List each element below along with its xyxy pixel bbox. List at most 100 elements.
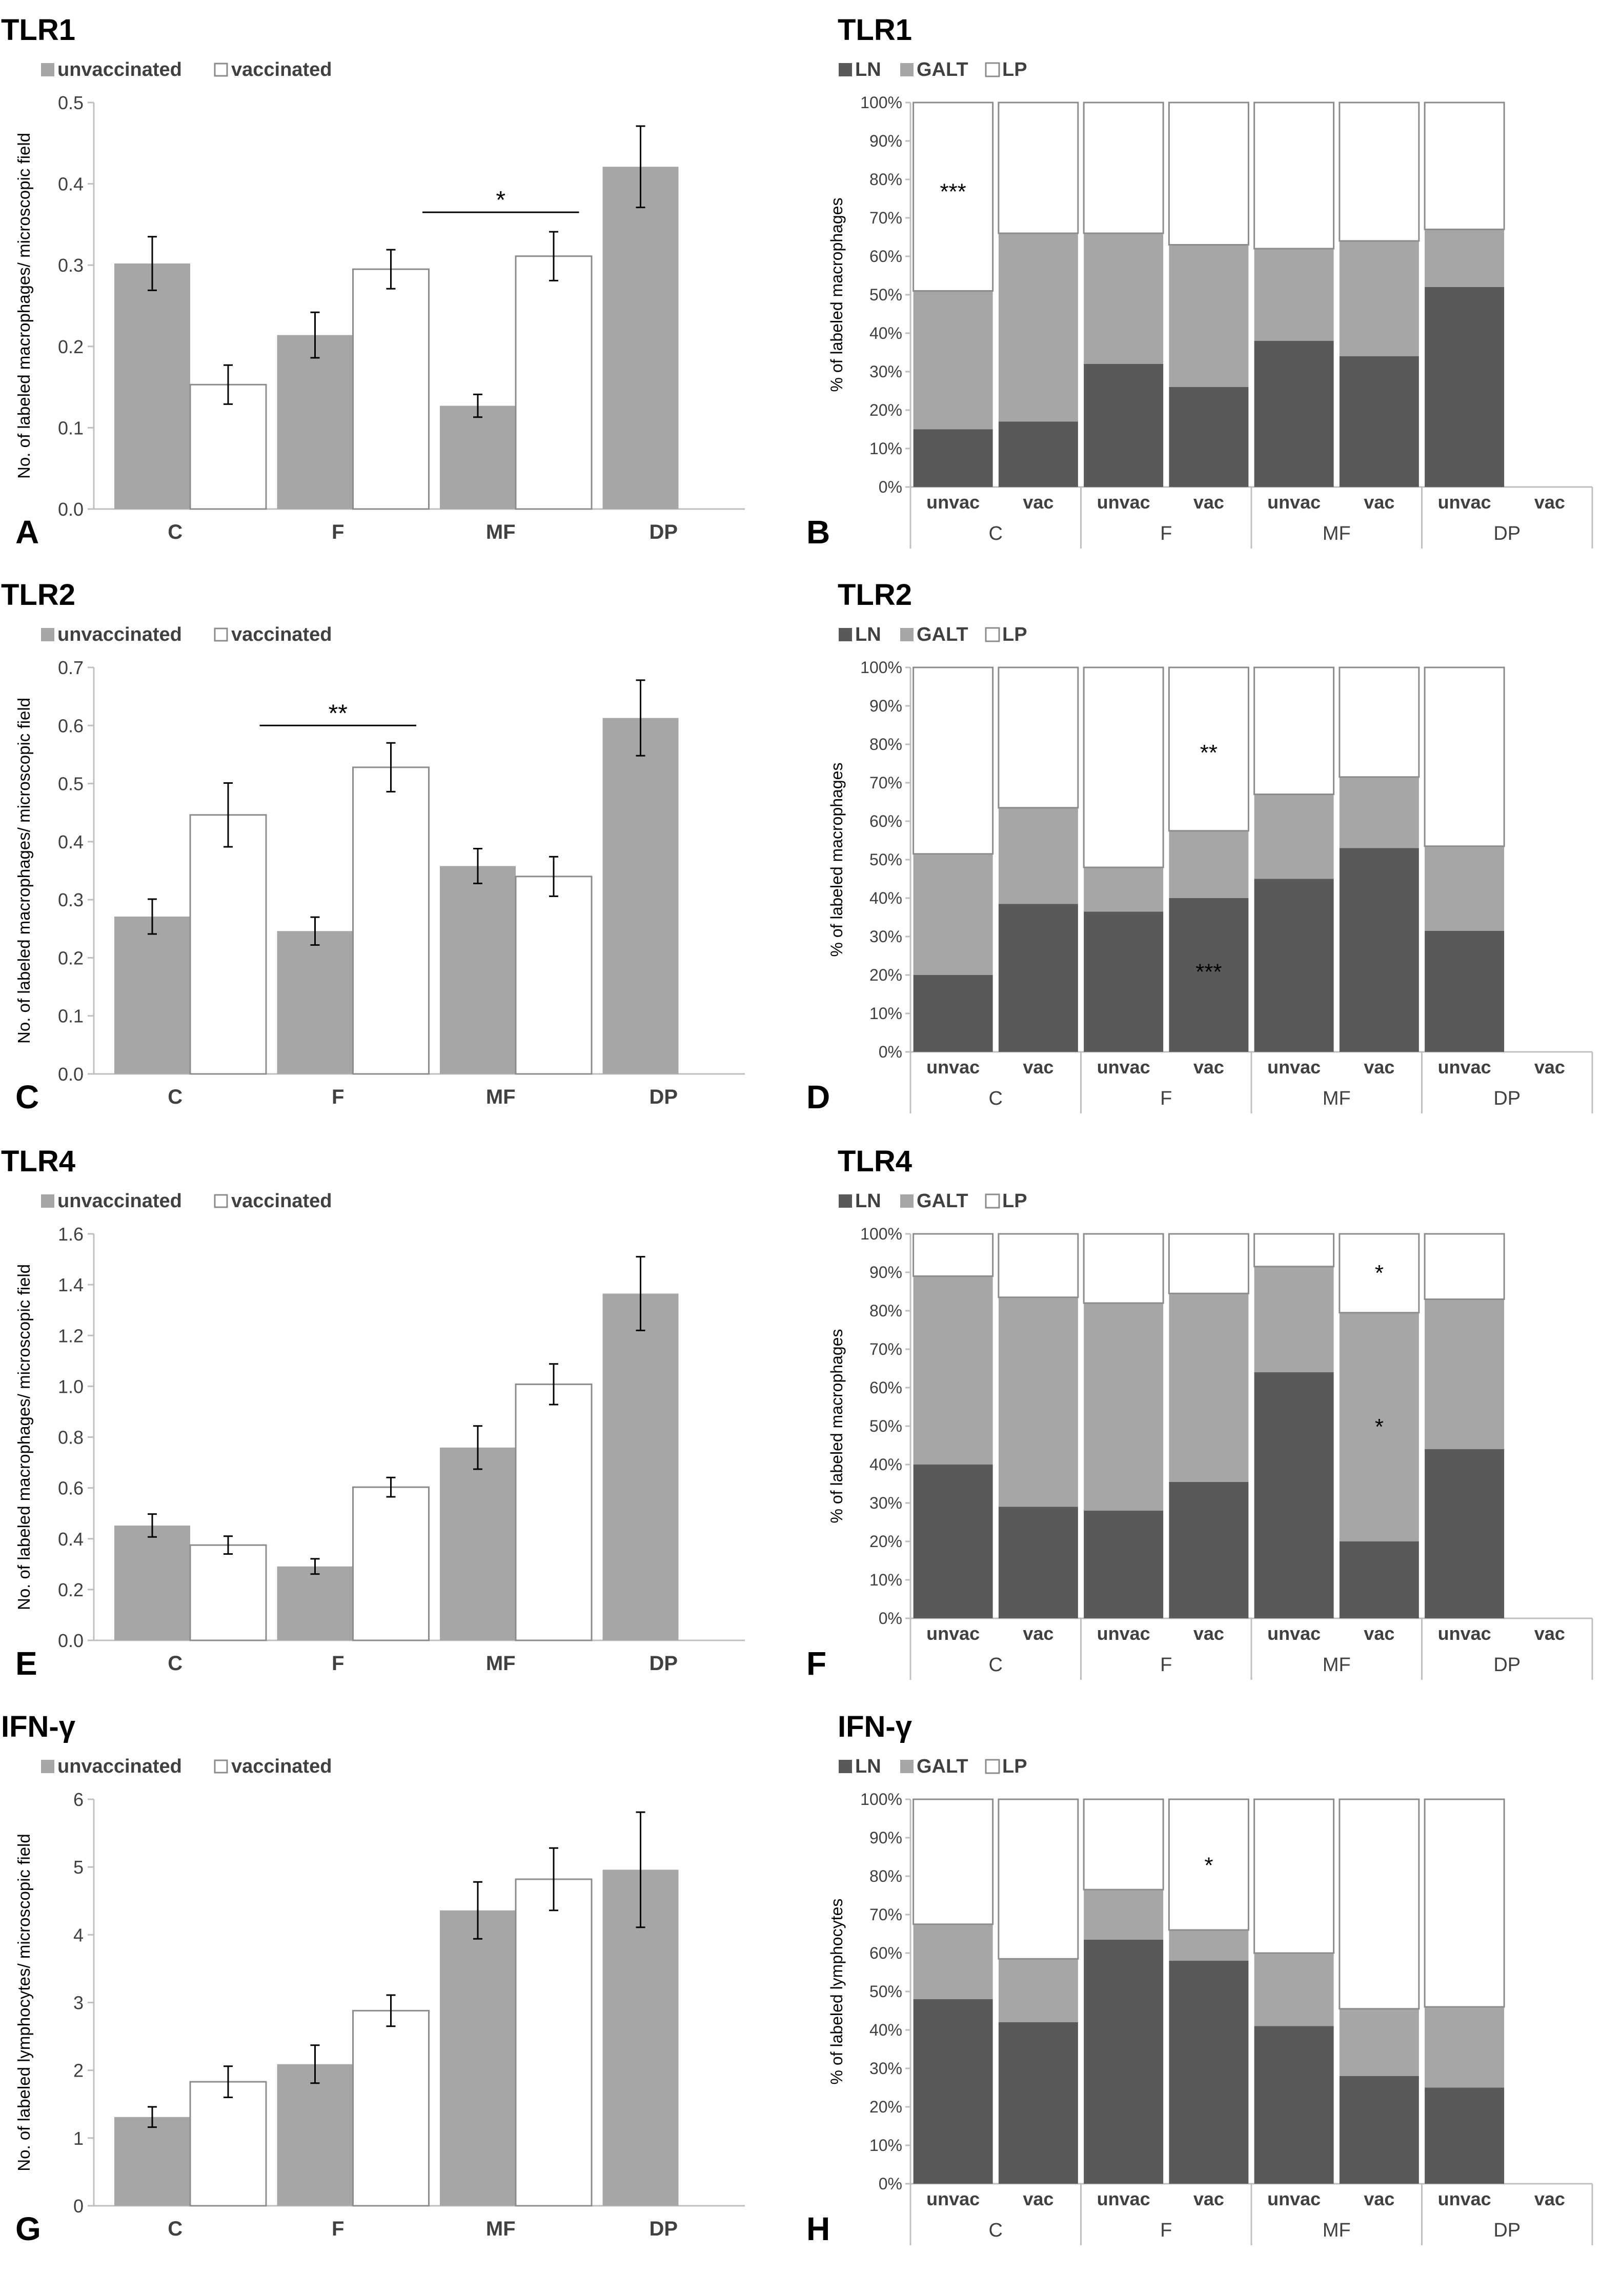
stack-ln-4	[1169, 1961, 1249, 2184]
x-group-label: MF	[1323, 1088, 1351, 1109]
y-tick-label: 0.4	[58, 174, 84, 195]
legend-swatch-vaccinated	[214, 1759, 228, 1774]
stack-ln-4	[1169, 1481, 1249, 1618]
x-tick-label: C	[168, 1652, 183, 1675]
y-tick-label: 90%	[869, 1263, 902, 1282]
x-subcategory-label: unvac	[1267, 1056, 1321, 1078]
chart-title: TLR2	[1, 578, 75, 612]
y-tick-label: 30%	[869, 362, 902, 381]
stack-galt-1	[913, 854, 993, 975]
y-tick-label: 6	[73, 1789, 84, 1810]
y-axis-label: No. of labeled lymphocytes/ microscopic …	[14, 1834, 33, 2171]
bar-unvaccinated-mf	[440, 405, 516, 509]
bar-unvaccinated-mf	[440, 1910, 516, 2206]
stack-galt-6	[1339, 241, 1419, 356]
bar-unvaccinated-f	[277, 1566, 353, 1640]
y-tick-label: 0.3	[58, 255, 84, 276]
legend-swatch-vaccinated	[214, 63, 228, 77]
y-tick-label: 0.4	[58, 1529, 84, 1550]
y-tick-label: 0.5	[58, 92, 84, 113]
x-subcategory-label: unvac	[1438, 1056, 1491, 1078]
x-subcategory-label: vac	[1193, 1623, 1224, 1644]
stack-lp-7	[1424, 666, 1505, 847]
stack-ln-7	[1425, 930, 1505, 1052]
stack-ln-1	[913, 1999, 993, 2184]
x-group-label: F	[1160, 1654, 1172, 1676]
bar-vaccinated-mf	[515, 255, 593, 510]
legend-label-galt: GALT	[917, 1190, 968, 1212]
x-group-label: F	[1160, 523, 1172, 544]
y-tick-label: 70%	[869, 209, 902, 227]
chart-title: IFN-γ	[838, 1710, 913, 1743]
stack-lp-7	[1424, 1233, 1505, 1300]
x-subcategory-label: unvac	[1438, 2188, 1491, 2209]
stack-lp-5	[1253, 1233, 1335, 1268]
x-group-label: DP	[1493, 2220, 1520, 2241]
legend-swatch-unvaccinated	[41, 628, 54, 641]
x-subcategory-label: unvac	[926, 2188, 980, 2209]
bar-vaccinated-f	[352, 268, 430, 510]
y-tick-label: 0.7	[58, 657, 84, 678]
y-tick-label: 20%	[869, 1532, 902, 1551]
stack-galt-6	[1339, 777, 1419, 848]
stack-ln-5	[1254, 2026, 1334, 2184]
stack-lp-4	[1168, 1798, 1249, 1931]
y-axis-label: % of labeled macrophages	[827, 1329, 846, 1523]
y-tick-label: 0.3	[58, 889, 84, 910]
x-tick-label: MF	[486, 1652, 516, 1675]
y-tick-label: 70%	[869, 774, 902, 792]
stack-galt-5	[1254, 249, 1334, 341]
x-subcategory-label: vac	[1023, 1623, 1053, 1644]
legend-label-galt: GALT	[917, 1756, 968, 1777]
x-subcategory-label: unvac	[1097, 1623, 1150, 1644]
bar-unvaccinated-f	[277, 931, 353, 1074]
stack-ln-4	[1169, 898, 1249, 1052]
y-tick-label: 0	[73, 2196, 84, 2217]
stack-lp-6	[1339, 1233, 1420, 1314]
significance-marker: *	[496, 187, 505, 214]
y-tick-label: 1.6	[58, 1224, 84, 1245]
x-group-label: MF	[1323, 1654, 1351, 1676]
y-tick-label: 0.5	[58, 774, 84, 795]
bar-vaccinated-f	[352, 1486, 430, 1641]
stack-lp-2	[998, 1798, 1079, 1960]
panel-letter: A	[15, 514, 39, 551]
y-tick-label: 60%	[869, 812, 902, 830]
bar-vaccinated-f	[352, 766, 430, 1075]
y-tick-label: 10%	[869, 2136, 902, 2155]
stack-galt-2	[998, 807, 1078, 904]
stack-ln-3	[1084, 1939, 1164, 2184]
legend-swatch-ln	[839, 628, 852, 641]
x-group-label: F	[1160, 1088, 1172, 1109]
legend-label-unvaccinated: unvaccinated	[57, 1190, 182, 1212]
bar-unvaccinated-dp	[602, 167, 679, 509]
stack-galt-5	[1254, 1953, 1334, 2026]
stack-ln-2	[998, 421, 1078, 487]
y-tick-label: 50%	[869, 286, 902, 304]
stack-lp-2	[998, 101, 1079, 234]
y-tick-label: 70%	[869, 1905, 902, 1924]
x-subcategory-label: unvac	[1267, 492, 1321, 513]
legend-label-lp: LP	[1002, 59, 1027, 80]
significance-marker: ***	[940, 179, 966, 205]
y-tick-label: 40%	[869, 889, 902, 907]
y-tick-label: 0.6	[58, 1478, 84, 1499]
bar-vaccinated-c	[189, 814, 267, 1075]
stack-lp-4	[1168, 101, 1249, 246]
stack-galt-2	[998, 1959, 1078, 2022]
y-tick-label: 50%	[869, 1417, 902, 1435]
stack-lp-1	[913, 1233, 994, 1277]
bar-vaccinated-mf	[515, 1383, 593, 1641]
panel-b: TLR1 LN GALT LP 0% 10% 20% 30% 40% 50% 60% 70% 80% 90…	[806, 13, 1593, 551]
legend-label-ln: LN	[855, 1190, 881, 1212]
legend-label-vaccinated: vaccinated	[231, 1756, 332, 1777]
x-subcategory-label: unvac	[926, 1623, 980, 1644]
y-axis-label: No. of labeled macrophages/ microscopic …	[14, 1264, 33, 1610]
chart-title: IFN-γ	[1, 1710, 76, 1743]
stack-ln-1	[913, 975, 993, 1052]
y-tick-label: 100%	[860, 1225, 902, 1243]
stack-ln-7	[1425, 2087, 1505, 2184]
stack-ln-1	[913, 429, 993, 487]
y-tick-label: 0.2	[58, 1579, 84, 1600]
